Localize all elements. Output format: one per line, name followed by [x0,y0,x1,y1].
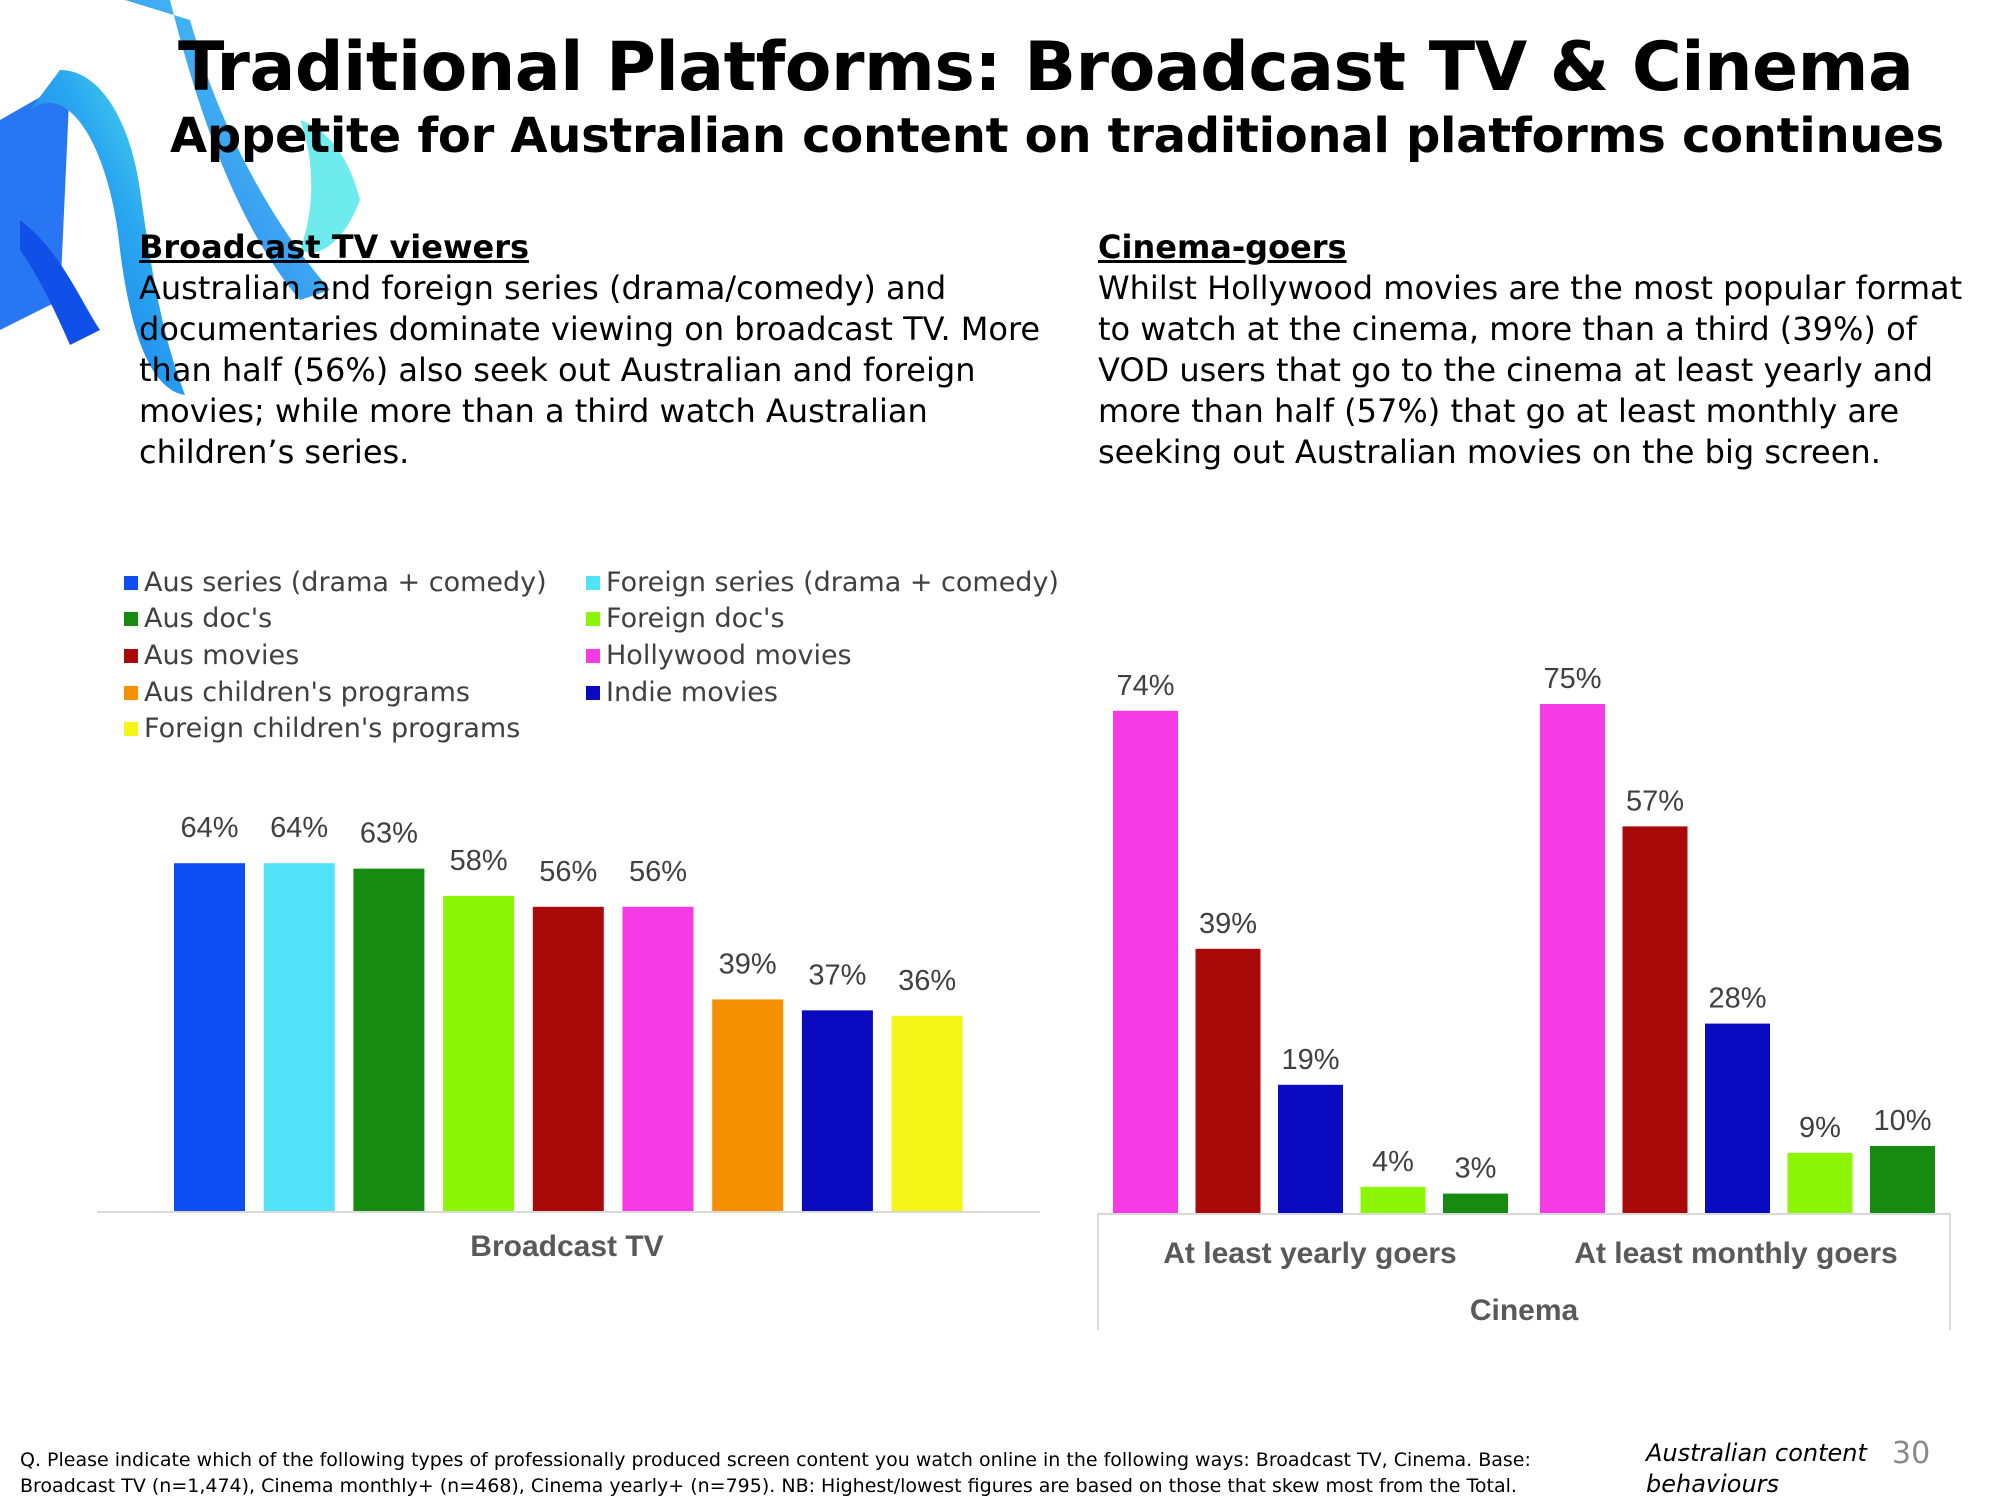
legend-swatch [586,649,600,663]
legend-label: Foreign children's programs [144,713,521,744]
x-axis-label: Cinema [1470,1294,1579,1327]
legend-item: Foreign series (drama + comedy) [586,567,1059,599]
legend-swatch [124,649,138,663]
data-label: 37% [808,959,866,991]
data-label: 56% [539,856,597,888]
legend-item: Aus children's programs [124,677,470,709]
legend-item: Aus doc's [124,603,272,635]
legend-label: Indie movies [606,677,778,708]
legend-label: Aus movies [144,640,300,671]
cinema-line: to watch at the cinema, more than a thir… [1098,310,1917,348]
data-label: 64% [270,812,328,844]
bar [1705,1023,1770,1214]
broadcast-line: movies; while more than a third watch Au… [139,392,928,430]
broadcast-line: Australian and foreign series (drama/com… [139,269,947,307]
cinema-line: more than half (57%) that go at least mo… [1098,392,1900,430]
cinema-description: Whilst Hollywood movies are the most pop… [1098,268,1978,473]
bar [1278,1084,1343,1214]
brand-line: behaviours [1646,1470,1780,1498]
data-label: 58% [450,845,508,877]
legend-swatch [124,722,138,736]
legend-label: Aus series (drama + comedy) [144,567,547,598]
legend-item: Indie movies [586,677,778,709]
bar [532,906,604,1212]
footnote-line: Broadcast TV (n=1,474), Cinema monthly+ … [20,1475,1517,1497]
broadcast-line: children’s series. [139,433,410,471]
data-label: 9% [1799,1112,1841,1144]
broadcast-description: Australian and foreign series (drama/com… [139,268,1059,473]
bar [891,1015,963,1212]
legend-item: Aus series (drama + comedy) [124,567,547,599]
x-axis-label: Broadcast TV [470,1230,663,1263]
legend-label: Aus doc's [144,603,273,634]
bar [1443,1193,1508,1214]
bar [622,906,694,1212]
data-label: 28% [1708,983,1766,1015]
category-label: At least monthly goers [1574,1237,1897,1270]
data-label: 57% [1626,785,1684,817]
data-label: 74% [1116,670,1174,702]
bar [712,999,784,1212]
broadcast-line: documentaries dominate viewing on broadc… [139,310,1041,348]
bar [1787,1152,1853,1214]
data-label: 75% [1543,663,1601,695]
data-label: 39% [1199,908,1257,940]
legend-swatch [586,686,600,700]
legend-label: Foreign series (drama + comedy) [606,567,1059,598]
data-label: 19% [1281,1044,1339,1076]
category-label: At least yearly goers [1163,1237,1456,1270]
bar [443,895,515,1212]
bar [353,868,425,1212]
bar [1113,710,1178,1214]
data-label: 36% [898,965,956,997]
legend-label: Hollywood movies [606,640,852,671]
bar [263,863,335,1212]
broadcast-line: than half (56%) also seek out Australian… [139,351,976,389]
bar [1195,948,1261,1214]
footnote-line: Q. Please indicate which of the followin… [20,1449,1531,1471]
footnote: Q. Please indicate which of the followin… [20,1447,1580,1499]
legend-swatch [124,686,138,700]
data-label: 4% [1372,1146,1414,1178]
cinema-line: seeking out Australian movies on the big… [1098,433,1881,471]
legend-item: Hollywood movies [586,640,852,672]
broadcast-heading: Broadcast TV viewers [139,228,530,266]
brand-text: Australian content behaviours [1646,1438,1867,1500]
bar [1622,826,1688,1214]
bar [1870,1146,1935,1214]
data-label: 64% [180,812,238,844]
brand-logo-graphic [0,0,360,395]
cinema-line: Whilst Hollywood movies are the most pop… [1098,269,1963,307]
legend-swatch [124,576,138,590]
legend-swatch [586,576,600,590]
bar-charts: 64% 64% 63% 58% 56% 56% 39% 37% 36% Broadcast TV 7… [97,663,1951,1330]
data-label: 56% [629,856,687,888]
bar [174,863,245,1212]
legend-label: Foreign doc's [606,603,785,634]
page-subtitle: Appetite for Australian content on tradi… [170,108,1944,164]
data-label: 63% [360,818,418,850]
legend-item: Foreign doc's [586,603,785,635]
bar [801,1010,873,1212]
data-label: 10% [1873,1105,1931,1137]
legend-swatch [586,612,600,626]
cinema-line: VOD users that go to the cinema at least… [1098,351,1934,389]
bar [1540,704,1605,1214]
page-title: Traditional Platforms: Broadcast TV & Ci… [178,28,1914,107]
brand-line: Australian content [1646,1439,1867,1467]
cinema-heading: Cinema-goers [1098,228,1347,266]
legend-swatch [124,612,138,626]
legend-label: Aus children's programs [144,677,470,708]
legend-item: Aus movies [124,640,299,672]
page-number: 30 [1892,1436,1931,1471]
data-label: 39% [719,948,777,980]
data-label: 3% [1455,1153,1497,1185]
bar [1360,1186,1426,1214]
legend-item: Foreign children's programs [124,713,520,745]
